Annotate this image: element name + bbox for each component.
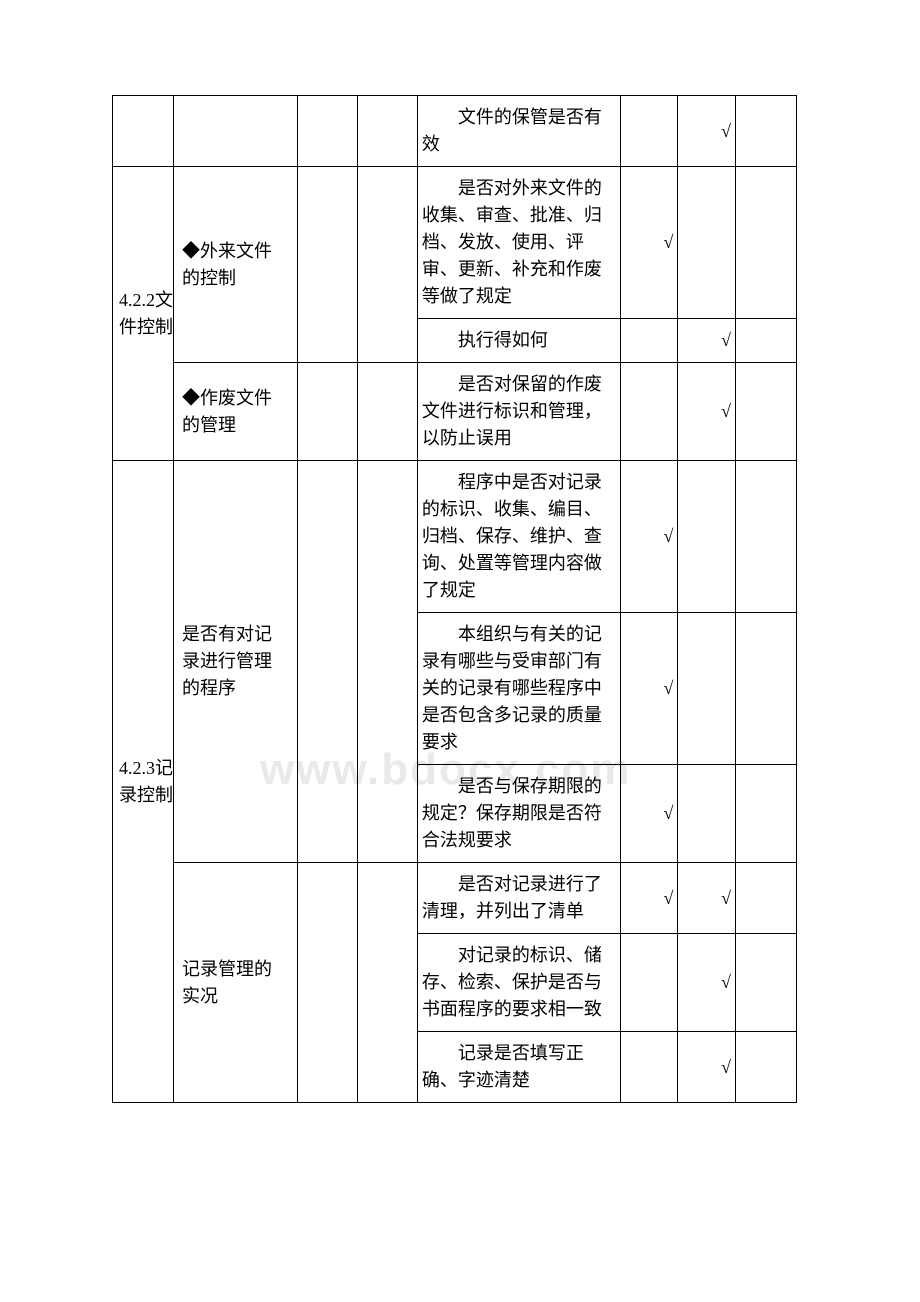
cell-topic: ◆外来文件的控制 xyxy=(173,167,297,363)
cell-empty xyxy=(298,167,358,363)
cell-check-b xyxy=(678,765,736,863)
cell-question: 记录是否填写正确、字迹清楚 xyxy=(417,1032,620,1103)
cell-check-b xyxy=(678,461,736,613)
cell-question: 本组织与有关的记录有哪些与受审部门有关的记录有哪些程序中是否包含多记录的质量要求 xyxy=(417,613,620,765)
cell-topic: ◆作废文件的管理 xyxy=(173,363,297,461)
cell-check-b: √ xyxy=(678,863,736,934)
cell-topic: 是否有对记录进行管理的程序 xyxy=(173,461,297,863)
cell-empty xyxy=(735,934,796,1032)
cell-check-a: √ xyxy=(620,613,678,765)
cell-check-a xyxy=(620,1032,678,1103)
cell-question: 是否对外来文件的收集、审查、批准、归档、发放、使用、评审、更新、补充和作废等做了… xyxy=(417,167,620,319)
cell-question: 是否对保留的作废文件进行标识和管理，以防止误用 xyxy=(417,363,620,461)
cell-empty xyxy=(298,96,358,167)
table-row: ◆作废文件的管理 是否对保留的作废文件进行标识和管理，以防止误用 √ xyxy=(113,363,797,461)
cell-question: 执行得如何 xyxy=(417,319,620,363)
cell-empty xyxy=(735,1032,796,1103)
cell-question: 对记录的标识、储存、检索、保护是否与书面程序的要求相一致 xyxy=(417,934,620,1032)
cell-empty xyxy=(735,765,796,863)
cell-question: 是否对记录进行了清理，并列出了清单 xyxy=(417,863,620,934)
cell-check-b xyxy=(678,167,736,319)
cell-empty xyxy=(357,461,417,863)
table-row: 记录管理的实况 是否对记录进行了清理，并列出了清单 √ √ xyxy=(113,863,797,934)
cell-check-b: √ xyxy=(678,1032,736,1103)
cell-empty xyxy=(735,96,796,167)
cell-check-b xyxy=(678,613,736,765)
cell-empty xyxy=(357,96,417,167)
audit-table: 文件的保管是否有效 √ 4.2.2文件控制 ◆外来文件的控制 是否对外来文件的收… xyxy=(112,95,797,1103)
cell-check-a: √ xyxy=(620,461,678,613)
cell-empty xyxy=(735,319,796,363)
cell-check-a xyxy=(620,319,678,363)
cell-empty xyxy=(357,167,417,363)
cell-check-b: √ xyxy=(678,96,736,167)
cell-check-b: √ xyxy=(678,363,736,461)
cell-empty xyxy=(735,167,796,319)
cell-empty xyxy=(735,863,796,934)
cell-empty xyxy=(735,363,796,461)
cell-empty xyxy=(735,613,796,765)
cell-check-a: √ xyxy=(620,167,678,319)
cell-empty xyxy=(298,461,358,863)
table-row: 4.2.2文件控制 ◆外来文件的控制 是否对外来文件的收集、审查、批准、归档、发… xyxy=(113,167,797,319)
cell-empty xyxy=(298,863,358,1103)
cell-empty xyxy=(357,863,417,1103)
cell-question: 是否与保存期限的规定？保存期限是否符合法规要求 xyxy=(417,765,620,863)
cell-check-a xyxy=(620,96,678,167)
cell-check-a xyxy=(620,934,678,1032)
cell-section: 4.2.2文件控制 xyxy=(113,167,174,461)
cell-check-b: √ xyxy=(678,319,736,363)
table-row: 4.2.3记录控制 是否有对记录进行管理的程序 程序中是否对记录的标识、收集、编… xyxy=(113,461,797,613)
cell-section: 4.2.3记录控制 xyxy=(113,461,174,1103)
cell-topic: 记录管理的实况 xyxy=(173,863,297,1103)
cell-check-a: √ xyxy=(620,765,678,863)
cell-empty xyxy=(735,461,796,613)
cell-question: 程序中是否对记录的标识、收集、编目、归档、保存、维护、查询、处置等管理内容做了规… xyxy=(417,461,620,613)
cell-check-a xyxy=(620,363,678,461)
cell-section xyxy=(113,96,174,167)
cell-question: 文件的保管是否有效 xyxy=(417,96,620,167)
cell-empty xyxy=(298,363,358,461)
cell-empty xyxy=(357,363,417,461)
cell-check-b: √ xyxy=(678,934,736,1032)
table-row: 文件的保管是否有效 √ xyxy=(113,96,797,167)
cell-topic xyxy=(173,96,297,167)
cell-check-a: √ xyxy=(620,863,678,934)
